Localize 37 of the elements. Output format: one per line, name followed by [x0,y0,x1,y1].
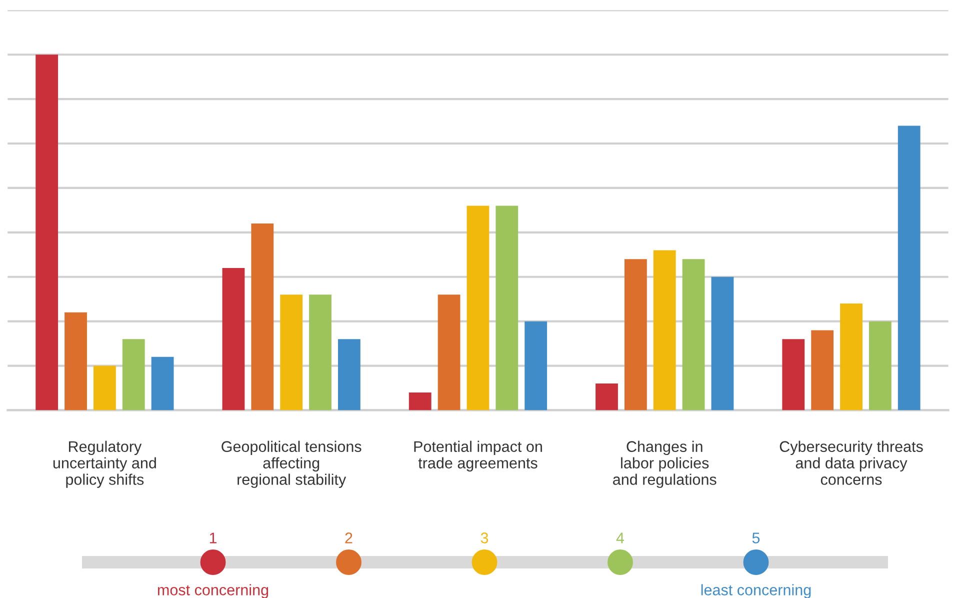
bar [653,250,676,410]
bar [251,224,274,410]
text: 1 [210,532,217,544]
bar [408,392,432,410]
text: 5 [752,532,760,544]
bar [466,206,490,410]
x-tick-label: Regulatory uncertainty and policy shifts [53,440,156,488]
text: least concerning [701,584,811,598]
text: 4 [616,532,624,544]
bar [496,206,518,410]
bar [438,294,460,410]
x-tick-label: Cybersecurity threats and data privacy concerns [780,440,923,485]
bar [309,294,332,410]
bar [840,304,862,410]
text: most concerning [158,584,268,598]
bar [711,276,734,410]
bar [524,321,548,410]
x-tick-label: Potential impact on trade agreements [414,440,542,472]
bar [93,366,116,410]
bar [36,54,58,410]
bar [151,356,174,410]
bar [338,339,360,410]
bar [868,321,892,410]
bar [222,268,245,410]
bar [811,330,834,410]
bar [624,259,647,410]
text: 2 [345,532,352,544]
bar [682,259,705,410]
bar [898,126,920,410]
bar [122,339,145,410]
bar [596,384,618,410]
x-tick-label: Changes in labor policies and regulations [613,440,716,488]
text: 3 [480,532,488,544]
bar [782,339,805,410]
bar [64,312,87,410]
x-tick-label: Geopolitical tensions affecting regional stability [222,440,362,488]
bar [280,294,303,410]
